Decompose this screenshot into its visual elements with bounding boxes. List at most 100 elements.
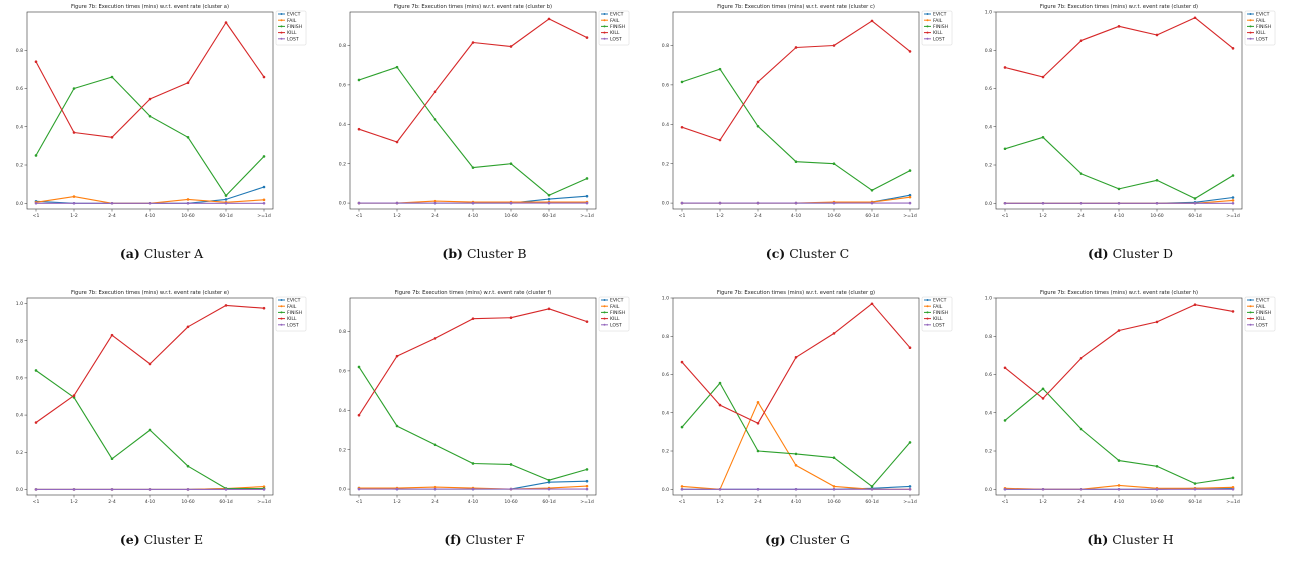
legend-marker (603, 323, 606, 326)
data-point-finish (908, 441, 912, 444)
x-tick-label: <1 (1002, 499, 1009, 505)
data-point-fail (794, 464, 798, 467)
series-line-finish (35, 76, 265, 197)
data-point-finish (357, 78, 361, 82)
legend-marker (603, 305, 606, 308)
caption-label: (b) (442, 246, 463, 261)
caption-label: (g) (765, 532, 786, 547)
data-point-finish (547, 193, 551, 197)
x-tick-label: 2-4 (431, 213, 439, 219)
data-point-kill (224, 304, 228, 307)
series-line-kill (358, 308, 588, 416)
data-point-fail (1117, 484, 1121, 487)
chart-title: Figure 7b: Execution times (mins) w.r.t.… (1040, 4, 1198, 10)
data-point-lost (224, 488, 228, 491)
plot-frame (672, 11, 920, 210)
x-tick-label: >=1d (580, 499, 594, 505)
legend-marker (280, 317, 283, 320)
data-point-lost (1079, 487, 1083, 491)
legend-marker (280, 13, 283, 15)
x-tick-label: 60-1d (219, 499, 232, 505)
legend-label: LOST (287, 322, 299, 328)
data-point-lost (1231, 201, 1235, 205)
data-point-kill (186, 81, 190, 85)
data-point-finish (718, 67, 722, 71)
data-point-kill (395, 354, 399, 358)
legend-label: KILL (610, 30, 620, 36)
legend-marker (280, 31, 283, 34)
legend-marker (280, 19, 283, 22)
data-point-lost (756, 201, 760, 205)
data-point-lost (1041, 487, 1045, 491)
legend-box (598, 10, 630, 46)
legend-label: FAIL (287, 18, 297, 24)
y-tick-label: 0.6 (985, 86, 992, 92)
data-point-lost (908, 487, 912, 491)
data-point-kill (509, 45, 513, 48)
y-tick-label: 0.4 (662, 410, 669, 416)
data-point-kill (1003, 66, 1007, 69)
y-tick-label: 0.4 (339, 122, 346, 128)
data-point-finish (509, 162, 513, 165)
series-line-finish (1004, 388, 1234, 485)
data-point-lost (1079, 201, 1083, 205)
legend-label: EVICT (1256, 298, 1270, 304)
series-line-kill (35, 21, 265, 138)
y-tick-label: 0.0 (662, 487, 669, 493)
x-tick-label: 2-4 (108, 499, 116, 505)
plot-frame (26, 11, 274, 210)
data-point-lost (262, 201, 266, 205)
data-point-lost (585, 201, 589, 205)
data-point-finish (148, 428, 152, 432)
caption-text: Cluster A (143, 246, 204, 261)
data-point-kill (433, 337, 437, 340)
data-point-lost (357, 487, 361, 491)
x-tick-label: >=1d (257, 499, 271, 505)
legend-marker (1249, 323, 1252, 326)
data-point-lost (148, 201, 152, 205)
data-point-finish (1117, 187, 1121, 191)
data-point-evict (585, 479, 589, 483)
legend-marker (603, 19, 606, 22)
data-point-lost (357, 201, 361, 205)
x-tick-label: 2-4 (754, 499, 762, 505)
data-point-finish (1231, 174, 1235, 177)
chart-panel: Figure 7b: Execution times (mins) w.r.t.… (646, 286, 969, 572)
data-point-finish (908, 169, 912, 172)
y-tick-label: 0.4 (985, 124, 992, 130)
data-point-finish (471, 462, 475, 465)
legend-label: FINISH (287, 310, 302, 316)
chart-svg: Figure 7b: Execution times (mins) w.r.t.… (985, 290, 1276, 505)
data-point-lost (509, 487, 513, 491)
chart-title: Figure 7b: Execution times (mins) w.r.t.… (71, 290, 229, 296)
data-point-fail (433, 199, 437, 203)
y-tick-label: 1.0 (16, 301, 23, 307)
data-point-kill (1193, 16, 1197, 20)
legend-label: KILL (1256, 316, 1266, 322)
data-point-finish (794, 452, 798, 456)
legend-marker (280, 323, 283, 326)
y-tick-label: 1.0 (662, 296, 669, 302)
legend-label: KILL (287, 30, 297, 36)
legend-marker (603, 299, 606, 301)
y-tick-label: 0.6 (339, 368, 346, 374)
data-point-lost (1193, 201, 1197, 205)
x-tick-label: 10-60 (181, 213, 194, 219)
x-tick-label: 60-1d (1188, 499, 1201, 505)
data-point-fail (908, 195, 912, 199)
legend-marker (926, 25, 929, 28)
legend-label: FAIL (1256, 18, 1266, 24)
data-point-kill (1155, 320, 1159, 324)
data-point-lost (509, 201, 513, 205)
legend-label: FINISH (610, 24, 625, 30)
legend-label: LOST (610, 322, 622, 328)
x-tick-label: 2-4 (1077, 213, 1085, 219)
chart-svg: Figure 7b: Execution times (mins) w.r.t.… (339, 290, 630, 505)
data-point-finish (148, 114, 152, 118)
x-tick-label: <1 (356, 499, 363, 505)
legend-label: FAIL (610, 18, 620, 24)
data-point-lost (756, 487, 760, 491)
data-point-kill (1079, 356, 1083, 360)
x-tick-label: 10-60 (827, 213, 840, 219)
